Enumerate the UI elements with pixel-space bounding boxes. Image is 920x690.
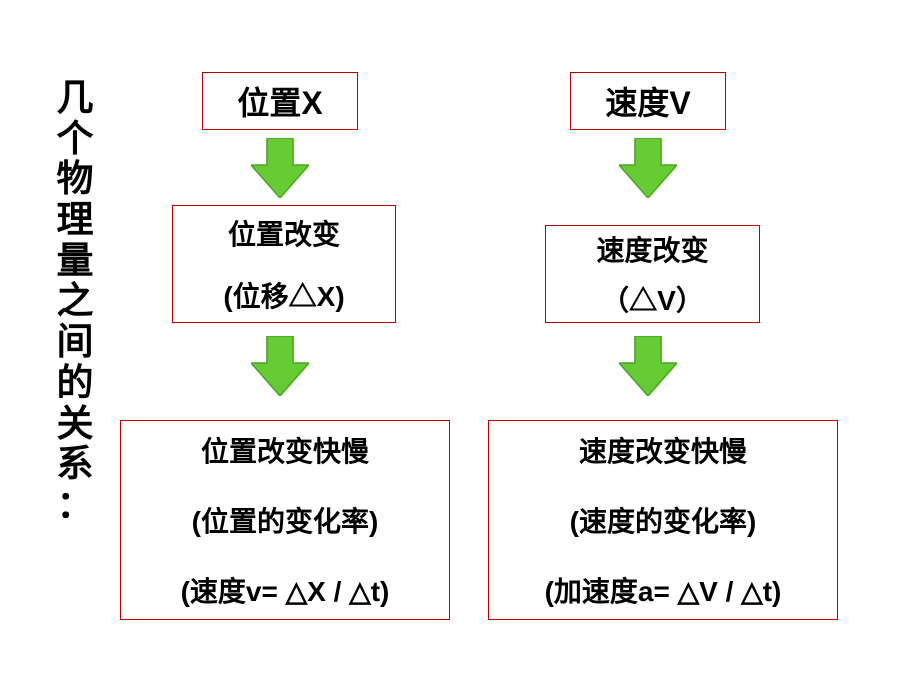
- box-position-change: 位置改变 (位移△X): [172, 205, 396, 323]
- title-char: 量: [55, 241, 95, 282]
- box-line: (加速度a= △V / △t): [545, 570, 782, 610]
- title-char: 理: [55, 200, 95, 241]
- box-label: 速度V: [605, 78, 690, 124]
- box-line: (位移△X): [223, 275, 344, 315]
- title-char: 系: [55, 444, 95, 485]
- arrow-down-icon: [251, 138, 309, 198]
- title-char: 个: [55, 119, 95, 160]
- arrow-down-icon: [619, 138, 677, 198]
- box-line: （△V）: [601, 279, 704, 319]
- box-velocity-change: 速度改变 （△V）: [545, 225, 760, 323]
- title-char: 之: [55, 281, 95, 322]
- box-line: 速度改变: [596, 229, 708, 269]
- box-line: 位置改变: [228, 213, 340, 253]
- arrow-down-icon: [251, 336, 309, 396]
- box-position-x: 位置X: [202, 72, 358, 130]
- box-acceleration-rate: 速度改变快慢 (速度的变化率) (加速度a= △V / △t): [488, 420, 838, 620]
- vertical-title: 几个物理量之间的关系：: [55, 78, 95, 526]
- title-char: 的: [55, 363, 95, 404]
- title-char: 关: [55, 404, 95, 445]
- title-char: 几: [55, 78, 95, 119]
- title-char: ：: [55, 485, 95, 526]
- box-line: 位置改变快慢: [201, 430, 369, 470]
- box-label: 位置X: [237, 78, 322, 124]
- box-line: (速度v= △X / △t): [181, 570, 390, 610]
- title-char: 间: [55, 322, 95, 363]
- box-line: (位置的变化率): [192, 500, 379, 540]
- box-velocity-v: 速度V: [570, 72, 726, 130]
- slide-canvas: 几个物理量之间的关系： 位置X 位置改变 (位移△X) 位置改变快慢 (位置的变化率…: [0, 0, 920, 690]
- box-line: (速度的变化率): [570, 500, 757, 540]
- box-line: 速度改变快慢: [579, 430, 747, 470]
- box-position-rate: 位置改变快慢 (位置的变化率) (速度v= △X / △t): [120, 420, 450, 620]
- arrow-down-icon: [619, 336, 677, 396]
- title-char: 物: [55, 159, 95, 200]
